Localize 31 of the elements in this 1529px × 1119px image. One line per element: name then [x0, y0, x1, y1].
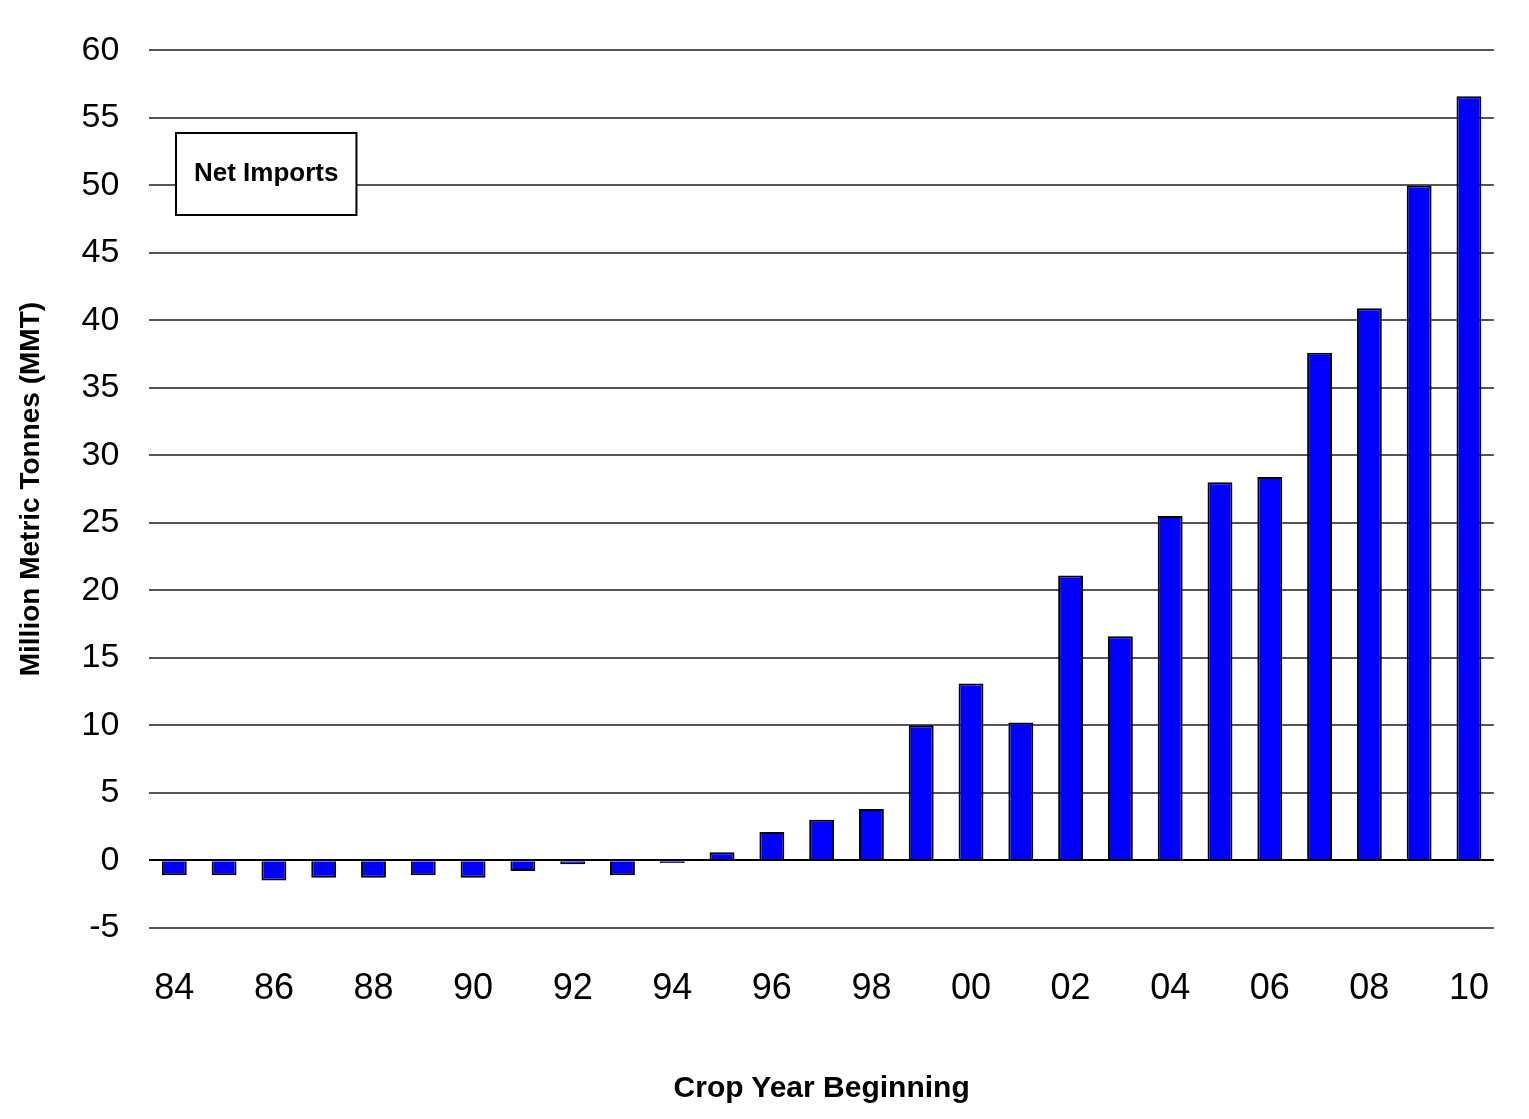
y-tick-label: 40 — [81, 298, 120, 337]
annotation: Net Imports — [194, 157, 339, 188]
x-tick-label: 90 — [453, 966, 494, 1008]
y-tick-label: 55 — [81, 96, 120, 135]
x-tick-label: 04 — [1150, 966, 1191, 1008]
x-tick-label: 06 — [1249, 966, 1290, 1008]
x-tick-label: 94 — [652, 966, 693, 1008]
x-tick-label: 86 — [253, 966, 294, 1008]
y-tick-label: -5 — [89, 906, 120, 945]
y-tick-label: 25 — [81, 501, 120, 540]
x-tick-label: 08 — [1349, 966, 1390, 1008]
y-tick-label: 15 — [81, 636, 120, 675]
y-tick-label: 10 — [81, 703, 120, 742]
x-axis-title: Crop Year Beginning — [673, 1070, 970, 1104]
x-tick-label: 84 — [154, 966, 195, 1008]
y-tick-label: 50 — [81, 163, 120, 202]
y-axis-title: Million Metric Tonnes (MMT) — [13, 301, 45, 677]
y-tick-label: 0 — [100, 838, 120, 877]
x-tick-label: 02 — [1050, 966, 1091, 1008]
x-tick-label: 10 — [1448, 966, 1489, 1008]
y-tick-label: 35 — [81, 366, 120, 405]
y-tick-label: 60 — [81, 28, 120, 67]
y-tick-label: 45 — [81, 231, 120, 270]
x-tick-label: 88 — [353, 966, 394, 1008]
x-tick-label: 92 — [552, 966, 593, 1008]
y-tick-label: 5 — [100, 771, 120, 810]
y-tick-label: 30 — [81, 433, 120, 472]
x-tick-label: 00 — [950, 966, 992, 1008]
y-tick-label: 20 — [81, 568, 120, 607]
x-tick-label: 96 — [751, 966, 792, 1008]
x-tick-label: 98 — [851, 966, 892, 1008]
